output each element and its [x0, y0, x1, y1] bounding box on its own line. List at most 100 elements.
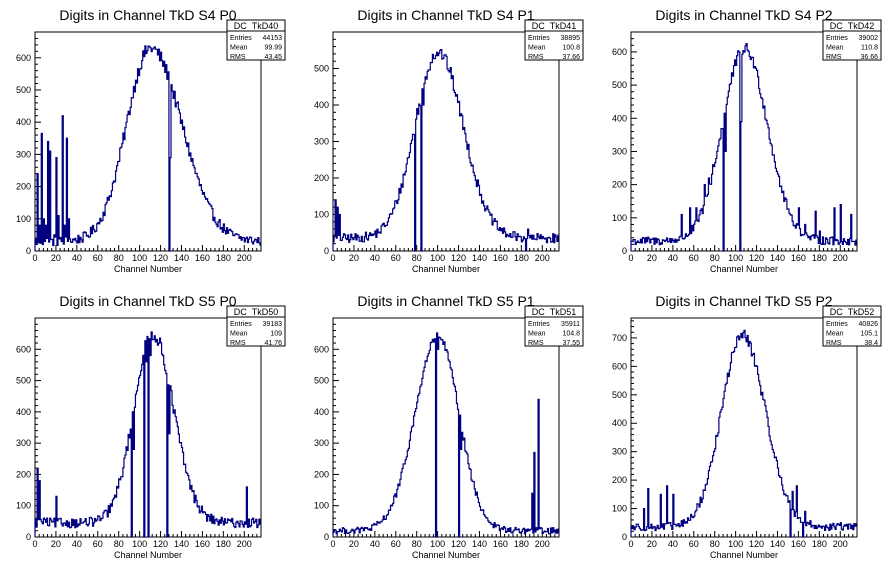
x-tick-label: 140 — [472, 539, 487, 549]
stats-label: Entries — [528, 321, 550, 328]
x-tick-label: 20 — [51, 539, 61, 549]
x-tick-label: 120 — [451, 253, 466, 263]
stats-value: 35911 — [561, 321, 580, 328]
stats-box — [822, 305, 882, 347]
histogram-panel-1: Digits in Channel TkD S4 P0 0 20 40 60 80 100 1… — [16, 7, 286, 274]
x-tick-label: 80 — [114, 539, 124, 549]
x-tick-label: 200 — [237, 253, 252, 263]
x-tick-label: 160 — [195, 539, 210, 549]
x-axis-label: Channel Number — [114, 550, 182, 560]
stats-name: DC_TkD41 — [532, 21, 577, 31]
x-tick-label: 180 — [216, 253, 231, 263]
y-tick-label: 200 — [314, 173, 329, 183]
x-tick-label: 100 — [430, 539, 445, 549]
stats-value: 38895 — [561, 35, 581, 42]
x-tick-label: 200 — [833, 253, 848, 263]
y-tick-label: 0 — [26, 246, 31, 256]
y-tick-label: 500 — [314, 376, 329, 386]
stats-value: 110.8 — [861, 45, 878, 52]
stats-name: DC_TkD51 — [532, 307, 577, 317]
y-tick-label: 100 — [612, 213, 627, 223]
x-tick-label: 180 — [812, 539, 827, 549]
x-tick-label: 20 — [647, 539, 657, 549]
x-tick-label: 40 — [668, 539, 678, 549]
stats-label: RMS — [826, 340, 842, 347]
stats-value: 36.66 — [860, 54, 878, 61]
y-tick-label: 300 — [16, 149, 31, 159]
y-tick-label: 0 — [622, 532, 627, 542]
x-tick-label: 80 — [412, 539, 422, 549]
stats-value: 37.66 — [562, 54, 580, 61]
stats-label: RMS — [230, 340, 246, 347]
x-tick-label: 80 — [710, 539, 720, 549]
histogram-panel-4: Digits in Channel TkD S5 P0 0 20 40 60 80 100 1… — [16, 293, 286, 560]
x-tick-label: 20 — [349, 253, 359, 263]
x-axis-label: Channel Number — [710, 264, 778, 274]
x-tick-label: 140 — [174, 539, 189, 549]
y-tick-label: 500 — [612, 80, 627, 90]
y-tick-label: 200 — [612, 475, 627, 485]
stats-label: Mean — [826, 331, 844, 338]
x-tick-label: 20 — [647, 253, 657, 263]
y-tick-label: 200 — [612, 180, 627, 190]
x-tick-label: 40 — [72, 539, 82, 549]
stats-label: Entries — [528, 35, 550, 42]
y-tick-label: 100 — [612, 504, 627, 514]
stats-value: 100.8 — [562, 45, 580, 52]
stats-value: 40826 — [859, 321, 879, 328]
stats-box — [226, 305, 286, 347]
y-tick-label: 600 — [16, 53, 31, 63]
stats-box — [226, 19, 286, 61]
y-tick-label: 0 — [324, 532, 329, 542]
stats-label: RMS — [528, 340, 544, 347]
x-tick-label: 100 — [728, 253, 743, 263]
x-tick-label: 200 — [237, 539, 252, 549]
y-tick-label: 400 — [16, 407, 31, 417]
stats-label: Entries — [826, 321, 848, 328]
y-tick-label: 300 — [314, 438, 329, 448]
y-tick-label: 500 — [16, 85, 31, 95]
chart-title: Digits in Channel TkD S4 P1 — [357, 7, 534, 23]
stats-box — [524, 19, 584, 61]
stats-value: 41.76 — [264, 340, 282, 347]
stats-label: Mean — [826, 45, 844, 52]
x-tick-label: 0 — [32, 253, 37, 263]
stats-box — [822, 19, 882, 61]
x-tick-label: 0 — [628, 539, 633, 549]
stats-name: DC_TkD40 — [234, 21, 279, 31]
x-tick-label: 200 — [535, 539, 550, 549]
stats-name: DC_TkD52 — [830, 307, 875, 317]
x-tick-label: 40 — [370, 253, 380, 263]
x-tick-label: 60 — [391, 539, 401, 549]
x-tick-label: 120 — [749, 539, 764, 549]
y-tick-label: 500 — [314, 64, 329, 74]
x-tick-label: 160 — [791, 539, 806, 549]
stats-value: 104.8 — [562, 331, 580, 338]
x-tick-label: 120 — [153, 539, 168, 549]
stats-value: 105.1 — [860, 331, 878, 338]
x-tick-label: 100 — [132, 539, 147, 549]
stats-label: RMS — [528, 54, 544, 61]
y-tick-label: 200 — [16, 469, 31, 479]
y-tick-label: 600 — [612, 47, 627, 57]
y-tick-label: 0 — [622, 246, 627, 256]
x-tick-label: 140 — [472, 253, 487, 263]
chart-title: Digits in Channel TkD S5 P1 — [357, 293, 534, 309]
x-tick-label: 0 — [330, 253, 335, 263]
y-tick-label: 500 — [16, 376, 31, 386]
x-tick-label: 60 — [689, 539, 699, 549]
y-tick-label: 600 — [612, 361, 627, 371]
stats-value: 99.99 — [264, 45, 282, 52]
x-tick-label: 140 — [174, 253, 189, 263]
stats-label: Mean — [230, 45, 248, 52]
x-tick-label: 120 — [451, 539, 466, 549]
stats-value: 43.45 — [264, 54, 282, 61]
x-tick-label: 80 — [710, 253, 720, 263]
x-tick-label: 20 — [349, 539, 359, 549]
stats-value: 39002 — [859, 35, 879, 42]
x-tick-label: 40 — [668, 253, 678, 263]
chart-title: Digits in Channel TkD S5 P2 — [655, 293, 832, 309]
x-axis-label: Channel Number — [710, 550, 778, 560]
y-tick-label: 100 — [314, 210, 329, 220]
stats-value: 39183 — [263, 321, 283, 328]
